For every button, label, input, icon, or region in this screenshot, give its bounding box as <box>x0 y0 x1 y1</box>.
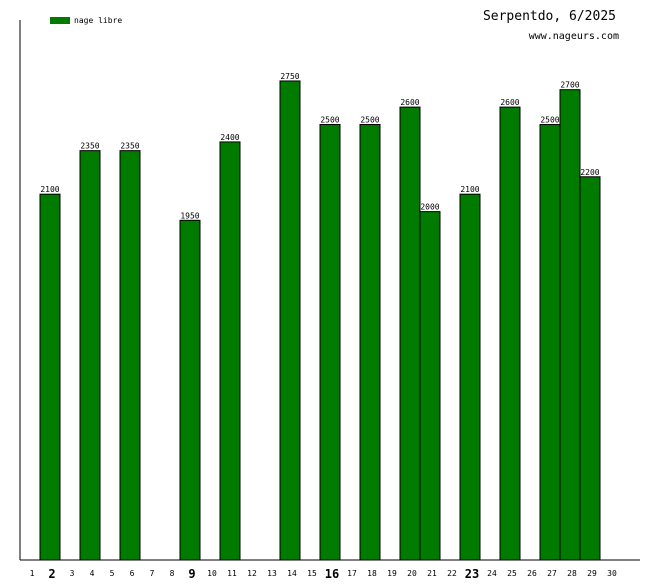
x-tick-label: 20 <box>407 569 417 578</box>
bar-value-label: 1950 <box>180 211 199 220</box>
bar-value-label: 2200 <box>580 168 599 177</box>
bar-value-label: 2000 <box>420 203 439 212</box>
x-tick-label: 25 <box>507 569 517 578</box>
source-url: www.nageurs.com <box>528 31 619 42</box>
x-tick-label: 12 <box>247 569 257 578</box>
bar <box>319 124 341 561</box>
x-tick-label: 24 <box>487 569 497 578</box>
x-tick-label: 2 <box>48 567 55 580</box>
x-tick-label: 18 <box>367 569 377 578</box>
bar-value-label: 2500 <box>320 116 339 125</box>
bar <box>79 150 101 561</box>
legend-label: nage libre <box>74 16 123 25</box>
bar-value-label: 2700 <box>560 81 579 90</box>
bar-value-label: 2400 <box>220 133 239 142</box>
bar <box>559 89 581 561</box>
bar-value-label: 2350 <box>120 142 139 151</box>
bar <box>539 124 561 561</box>
x-tick-label: 11 <box>227 569 237 578</box>
x-tick-label: 1 <box>30 569 35 578</box>
x-tick-label: 3 <box>70 569 75 578</box>
x-tick-label: 7 <box>150 569 155 578</box>
bar-value-label: 2750 <box>280 72 299 81</box>
x-tick-label: 19 <box>387 569 397 578</box>
x-tick-label: 27 <box>547 569 557 578</box>
bar <box>399 106 421 561</box>
bar <box>219 141 241 561</box>
x-tick-label: 8 <box>170 569 175 578</box>
x-tick-label: 5 <box>110 569 115 578</box>
x-tick-label: 29 <box>587 569 597 578</box>
x-tick-label: 26 <box>527 569 537 578</box>
legend: nage libre <box>50 16 122 25</box>
x-tick-label: 17 <box>347 569 357 578</box>
x-tick-label: 22 <box>447 569 457 578</box>
x-tick-label: 23 <box>465 567 479 580</box>
x-tick-label: 9 <box>188 567 195 580</box>
bar <box>419 211 441 561</box>
bar <box>499 106 521 561</box>
bar-value-label: 2600 <box>500 98 519 107</box>
bar <box>179 219 201 561</box>
bar-value-label: 2100 <box>460 185 479 194</box>
bar-value-label: 2100 <box>40 185 59 194</box>
x-tick-label: 4 <box>90 569 95 578</box>
x-tick-label: 10 <box>207 569 217 578</box>
bar-value-label: 2500 <box>360 116 379 125</box>
bar <box>359 124 381 561</box>
bar <box>459 193 481 561</box>
bar-value-label: 2600 <box>400 98 419 107</box>
x-tick-label: 13 <box>267 569 277 578</box>
x-tick-label: 15 <box>307 569 317 578</box>
x-tick-label: 14 <box>287 569 297 578</box>
bar-value-label: 2350 <box>80 142 99 151</box>
x-tick-label: 16 <box>325 567 339 580</box>
x-tick-label: 6 <box>130 569 135 578</box>
bar <box>119 150 141 561</box>
x-tick-label: 21 <box>427 569 437 578</box>
bar <box>579 176 601 561</box>
chart-title: Serpentdo, 6/2025 <box>482 9 616 24</box>
bar-value-label: 2500 <box>540 116 559 125</box>
x-tick-label: 30 <box>607 569 617 578</box>
legend-swatch <box>50 17 70 24</box>
bar <box>39 193 61 561</box>
x-tick-label: 28 <box>567 569 577 578</box>
bar <box>279 80 301 561</box>
